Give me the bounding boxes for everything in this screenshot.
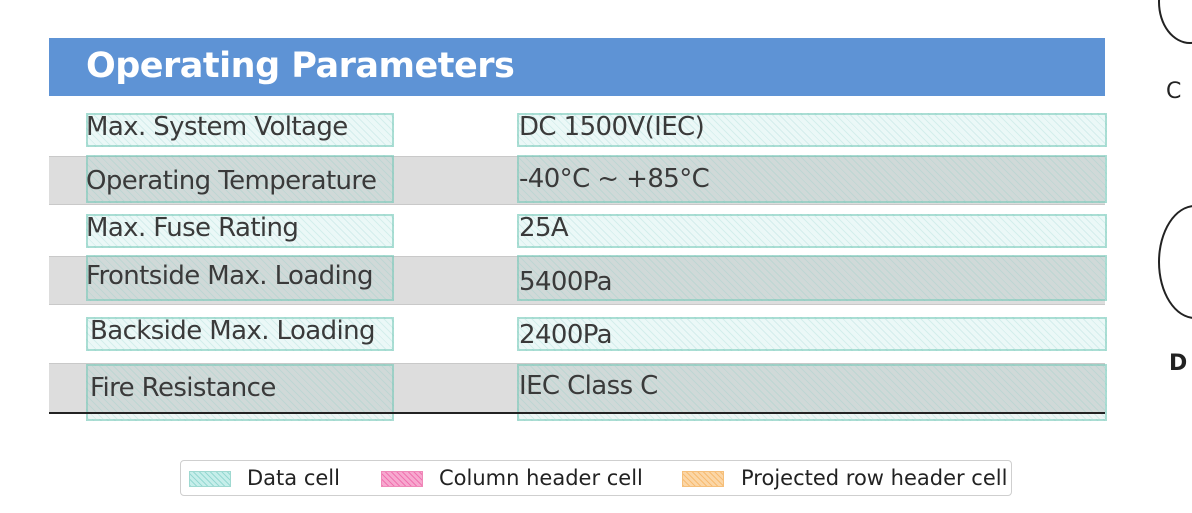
legend-swatch-projected-row-header [682,471,724,487]
parameter-value: 2400Pa [519,320,613,350]
table-title-bar: Operating Parameters [49,38,1105,96]
legend-swatch-column-header [381,471,423,487]
table-bottom-rule [49,412,1105,414]
data-cell [517,155,1107,203]
fragment-letter-bottom: D [1169,351,1188,376]
table-row: Frontside Max. Loading 5400Pa [49,255,1107,305]
legend-label-column-header: Column header cell [439,466,643,490]
data-cell [86,214,394,248]
parameter-value: IEC Class C [519,371,658,401]
data-cell [517,317,1107,351]
data-cell [86,317,394,351]
table-row: Fire Resistance IEC Class C [49,363,1107,421]
data-cell [517,364,1107,421]
data-cell [517,255,1107,301]
circle-fragment-top [1158,0,1192,44]
data-cell [517,113,1107,147]
parameter-label: Frontside Max. Loading [86,261,374,291]
parameter-label: Backside Max. Loading [90,316,376,346]
data-cell [86,255,394,301]
table-row: Backside Max. Loading 2400Pa [49,312,1107,356]
parameter-label: Max. System Voltage [86,112,348,142]
parameter-label: Operating Temperature [86,166,377,196]
data-cell [517,214,1107,248]
fragment-letter-top: C [1166,79,1182,104]
data-cell [86,364,394,421]
circle-fragment-middle [1158,205,1192,319]
table-row: Max. Fuse Rating 25A [49,209,1107,251]
legend-swatch-data-cell [189,471,231,487]
data-cell [86,113,394,147]
parameter-value: 5400Pa [519,267,613,297]
table-row: Operating Temperature -40°C ~ +85°C [49,155,1107,205]
table-row: Max. System Voltage DC 1500V(IEC) [49,108,1107,152]
table-title: Operating Parameters [86,46,515,86]
parameter-value: -40°C ~ +85°C [519,164,710,194]
legend-label-data-cell: Data cell [247,466,340,490]
parameter-value: DC 1500V(IEC) [519,112,705,142]
parameter-label: Max. Fuse Rating [86,213,299,243]
legend-label-projected-row-header: Projected row header cell [741,466,1008,490]
parameter-value: 25A [519,213,569,243]
legend: Data cell Column header cell Projected r… [180,460,1012,496]
data-cell [86,155,394,203]
parameter-label: Fire Resistance [90,373,276,403]
